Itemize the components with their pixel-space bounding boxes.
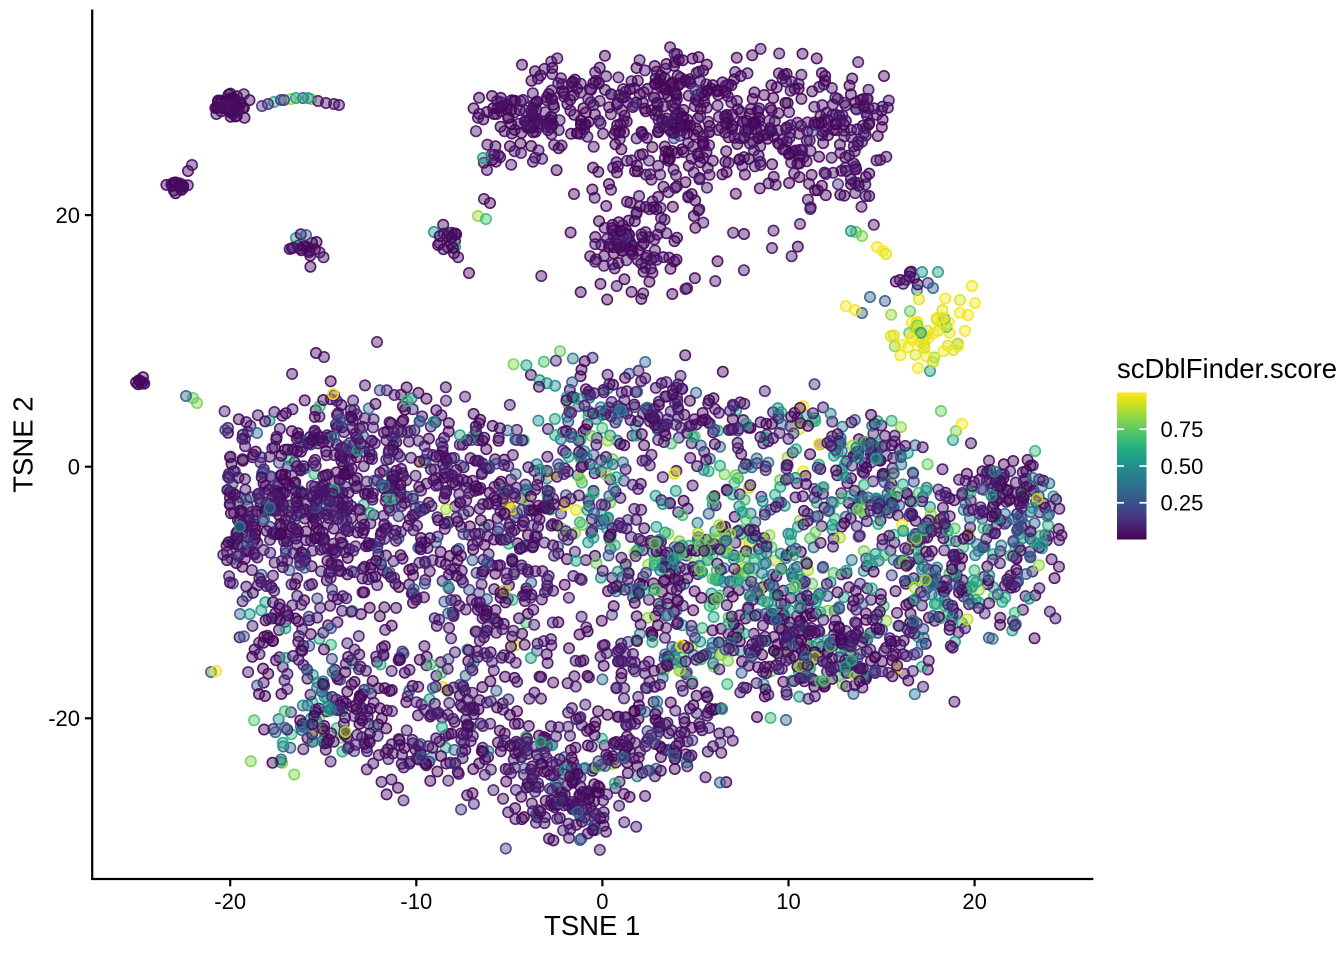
svg-text:20: 20	[56, 203, 80, 228]
svg-text:TSNE 2: TSNE 2	[8, 396, 39, 492]
svg-text:20: 20	[962, 889, 986, 914]
svg-text:0.50: 0.50	[1161, 454, 1204, 479]
svg-text:0.25: 0.25	[1161, 491, 1204, 516]
svg-text:0.75: 0.75	[1161, 417, 1204, 442]
svg-text:TSNE 1: TSNE 1	[544, 910, 640, 941]
svg-text:-10: -10	[400, 889, 432, 914]
svg-text:-20: -20	[214, 889, 246, 914]
svg-text:scDblFinder.score: scDblFinder.score	[1117, 353, 1337, 384]
svg-text:0: 0	[68, 455, 80, 480]
svg-text:10: 10	[776, 889, 800, 914]
svg-text:-20: -20	[48, 706, 80, 731]
